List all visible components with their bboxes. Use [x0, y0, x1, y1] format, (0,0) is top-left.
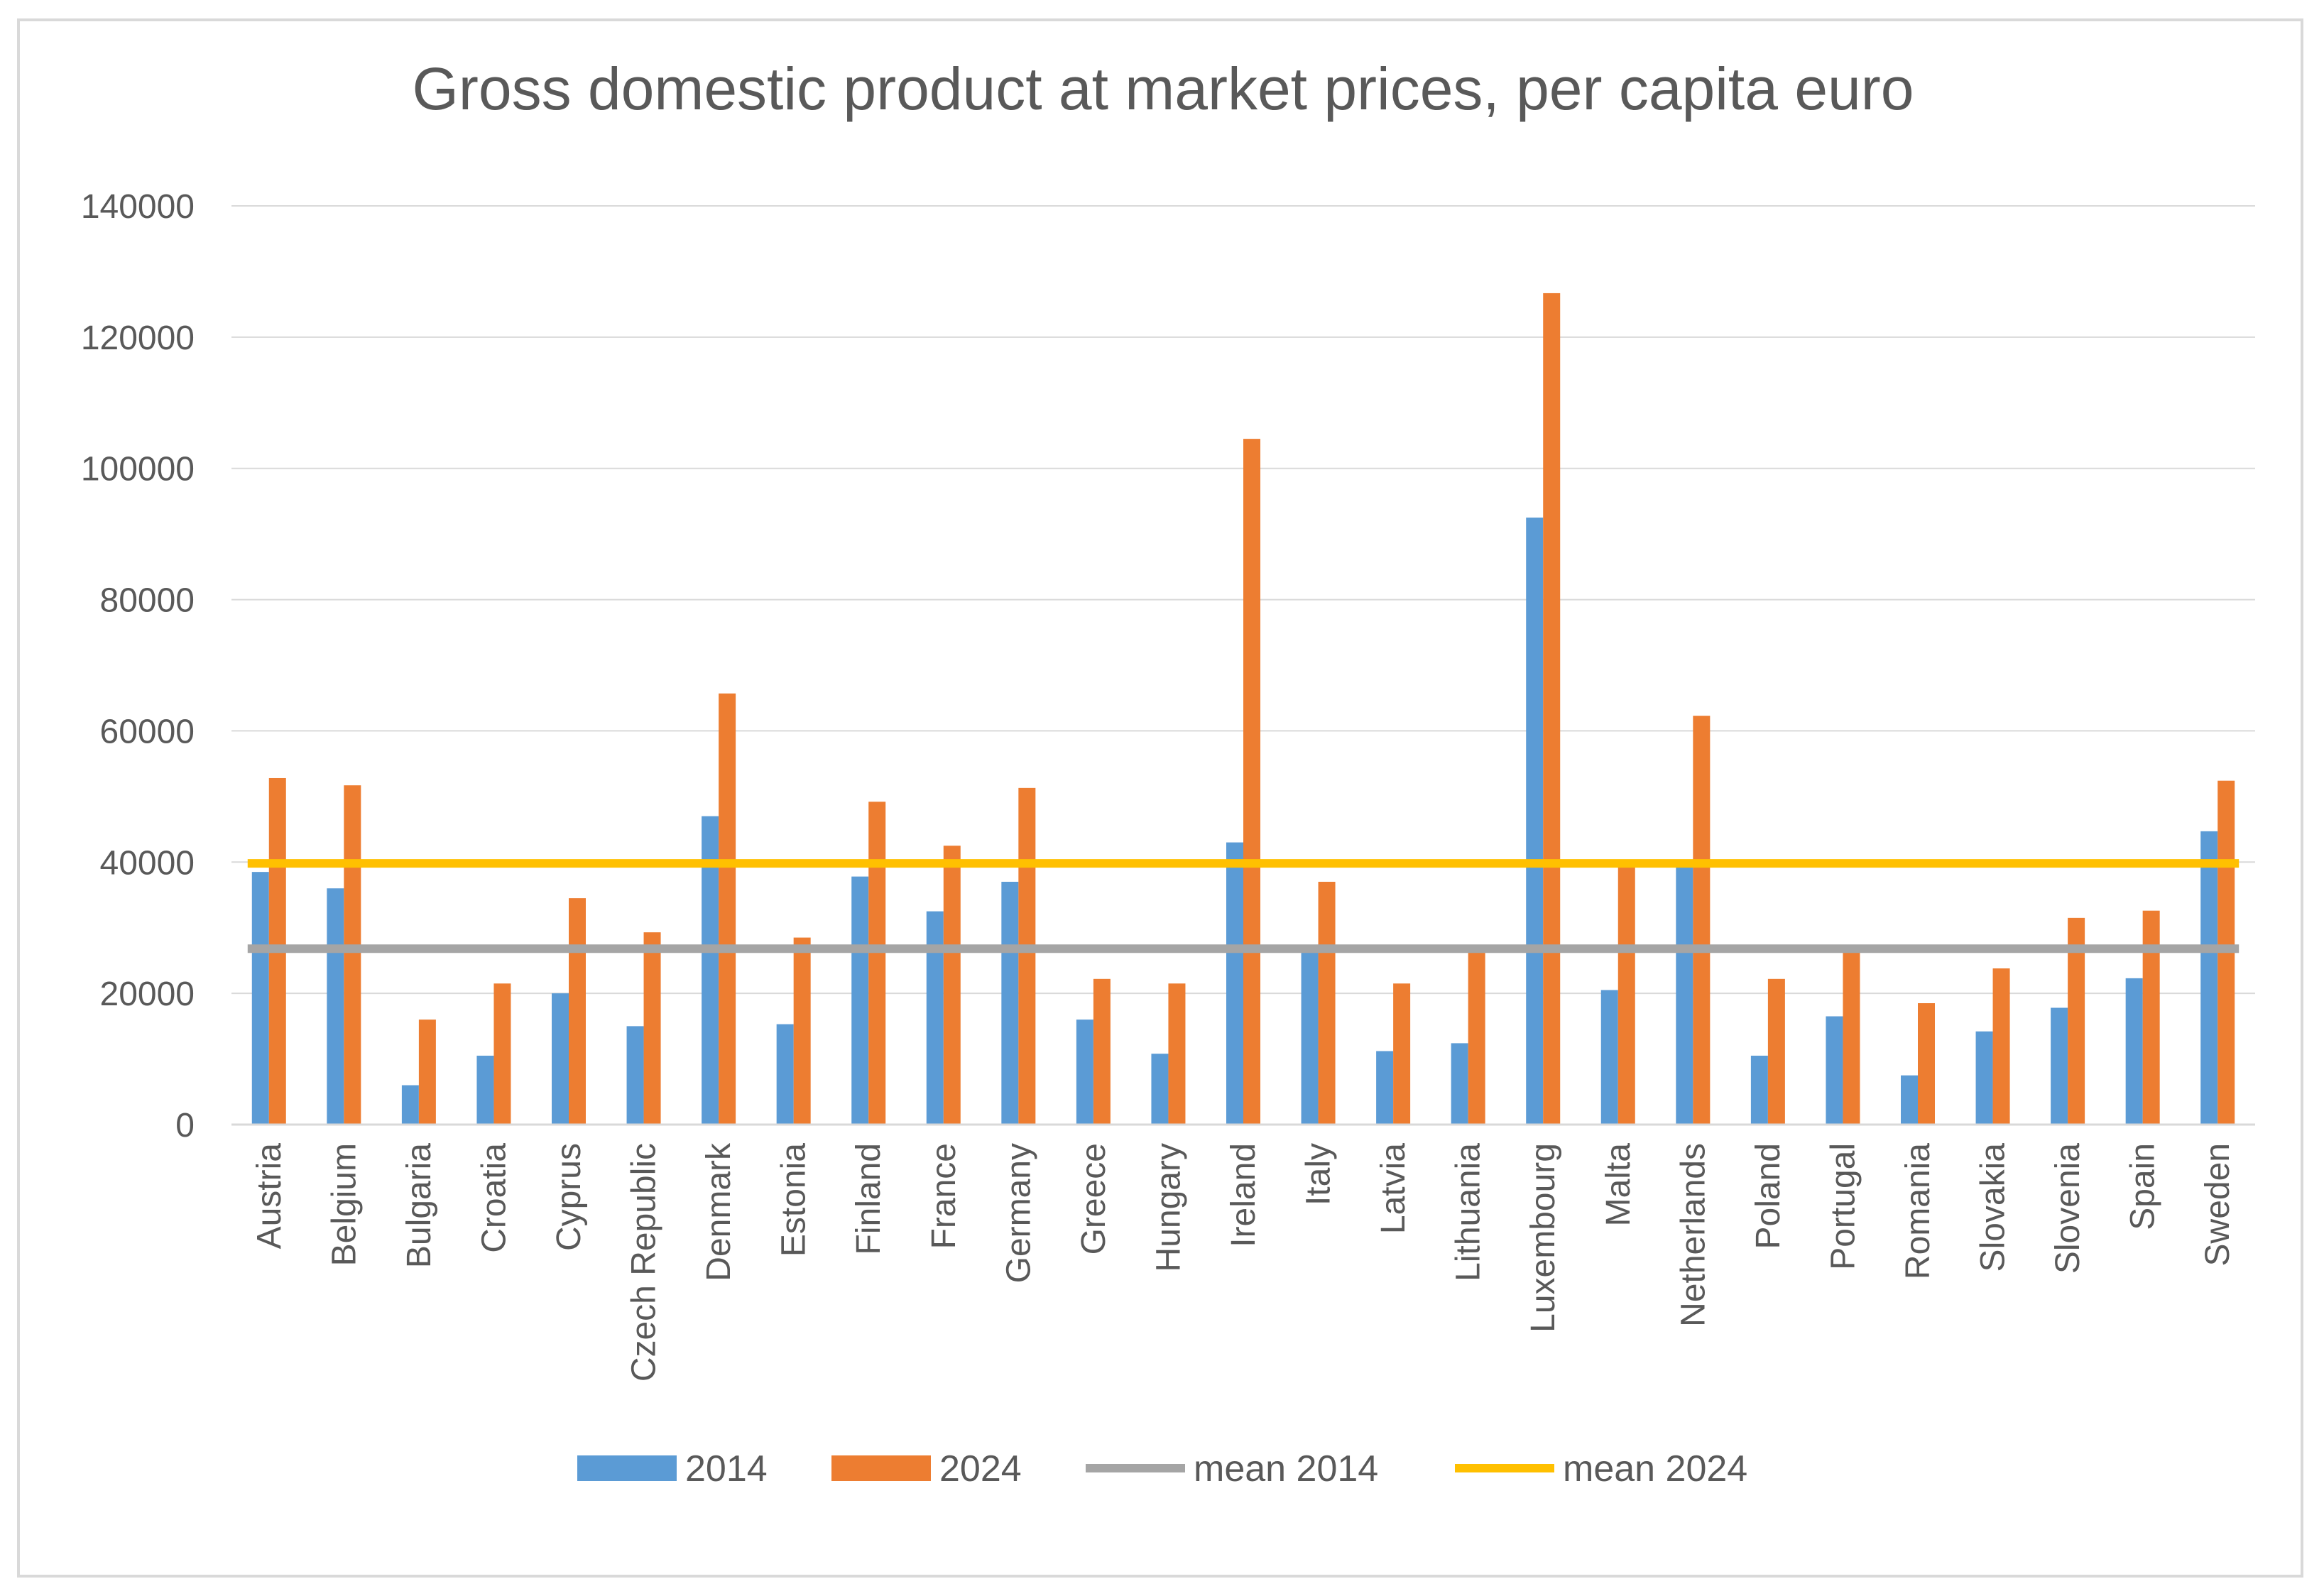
chart-svg: Gross domestic product at market prices,… [81, 55, 2255, 1490]
bar-2014-luxembourg [1526, 518, 1544, 1125]
bar-2014-romania [1901, 1075, 1918, 1125]
bar-2024-italy [1318, 882, 1336, 1125]
bar-2024-lithuania [1468, 952, 1485, 1125]
y-tick-label: 140000 [81, 188, 195, 226]
bar-2024-latvia [1393, 983, 1411, 1125]
bar-2014-ireland [1226, 842, 1243, 1125]
bar-2014-latvia [1376, 1051, 1394, 1125]
bar-2014-belgium [327, 888, 344, 1125]
x-tick-label: Cyprus [550, 1143, 588, 1251]
x-tick-label: Austria [251, 1143, 288, 1250]
legend-swatch-2024 [831, 1455, 931, 1481]
legend-swatch-2014 [577, 1455, 677, 1481]
bar-2014-greece [1076, 1020, 1093, 1125]
bar-2024-netherlands [1693, 716, 1711, 1125]
bar-2014-spain [2125, 978, 2143, 1125]
bar-2014-hungary [1151, 1054, 1169, 1125]
x-tick-label: Belgium [325, 1143, 363, 1266]
bar-2024-cyprus [569, 898, 586, 1125]
x-tick-label: Slovakia [1975, 1143, 2012, 1272]
bar-2024-luxembourg [1543, 293, 1561, 1125]
mean-lines [247, 859, 2240, 953]
x-tick-label: Estonia [775, 1143, 813, 1257]
x-tick-label: Bulgaria [400, 1143, 438, 1268]
x-tick-label: Romania [1899, 1143, 1937, 1279]
bar-2014-slovenia [2051, 1007, 2068, 1125]
legend-label-mean-2014: mean 2014 [1194, 1448, 1378, 1490]
y-tick-label: 60000 [100, 713, 195, 750]
bar-2024-finland [868, 802, 886, 1125]
bar-2014-portugal [1826, 1016, 1843, 1125]
y-axis-ticks: 0 20000 40000 60000 80000 100000 120000 140000 [81, 188, 195, 1144]
y-tick-label: 40000 [100, 844, 195, 882]
x-tick-label: Sweden [2199, 1143, 2237, 1266]
bar-2014-italy [1301, 950, 1319, 1125]
y-tick-label: 120000 [81, 319, 195, 357]
bar-2024-romania [1918, 1003, 1935, 1125]
x-tick-label: Spain [2124, 1143, 2162, 1230]
legend-label-2014: 2014 [685, 1448, 768, 1490]
x-tick-label: Netherlands [1674, 1143, 1712, 1327]
bar-2024-ireland [1243, 439, 1260, 1125]
x-axis-labels: Austria Belgium Bulgaria Croatia Cyprus Czech… [251, 1142, 2237, 1382]
bar-2014-cyprus [552, 993, 569, 1125]
legend: 2014 2024 mean 2014 mean 2024 [577, 1448, 1747, 1490]
bar-2014-germany [1001, 882, 1019, 1125]
bar-2024-belgium [344, 785, 361, 1125]
bar-2024-bulgaria [418, 1020, 436, 1125]
bar-2024-poland [1767, 978, 1785, 1125]
bar-2024-greece [1093, 978, 1111, 1125]
bar-2024-hungary [1168, 983, 1186, 1125]
bar-2014-malta [1600, 990, 1618, 1125]
x-tick-label: Denmark [700, 1142, 738, 1281]
bar-2014-netherlands [1676, 866, 1693, 1125]
x-tick-label: Latvia [1375, 1143, 1412, 1234]
x-tick-label: Czech Republic [626, 1143, 663, 1382]
y-tick-label: 20000 [100, 975, 195, 1013]
bar-2024-estonia [793, 937, 811, 1125]
x-tick-label: Germany [1000, 1143, 1037, 1283]
x-tick-label: Luxembourg [1524, 1143, 1562, 1333]
x-tick-label: Malta [1600, 1143, 1637, 1227]
bar-2024-spain [2142, 910, 2160, 1125]
bar-2014-austria [251, 872, 269, 1125]
bar-2014-bulgaria [401, 1085, 419, 1125]
bar-2024-czech-republic [643, 932, 661, 1125]
x-tick-label: Hungary [1150, 1143, 1187, 1272]
bar-2014-czech-republic [626, 1026, 644, 1125]
x-tick-label: Croatia [475, 1143, 513, 1253]
legend-label-2024: 2024 [939, 1448, 1022, 1490]
x-tick-label: Slovenia [2049, 1143, 2087, 1274]
x-tick-label: Ireland [1225, 1143, 1262, 1247]
x-tick-label: Portugal [1824, 1143, 1862, 1270]
bar-2024-denmark [719, 693, 736, 1125]
x-tick-label: Greece [1075, 1143, 1113, 1255]
bar-2014-finland [851, 876, 869, 1125]
bar-2024-portugal [1843, 951, 1860, 1125]
x-tick-label: Poland [1750, 1143, 1787, 1249]
bar-2014-poland [1750, 1055, 1768, 1125]
y-tick-label: 0 [175, 1107, 195, 1144]
y-tick-label: 80000 [100, 582, 195, 620]
bar-2024-slovakia [1992, 968, 2010, 1125]
x-tick-label: Finland [850, 1143, 888, 1255]
bar-2014-france [926, 911, 944, 1125]
bar-2014-sweden [2200, 831, 2218, 1125]
x-tick-label: Lithuania [1450, 1143, 1488, 1281]
bar-2014-lithuania [1451, 1043, 1468, 1125]
bars [251, 293, 2235, 1125]
chart-frame: Gross domestic product at market prices,… [17, 18, 2303, 1578]
bar-2024-germany [1018, 787, 1036, 1125]
bar-2014-slovakia [1975, 1031, 1993, 1125]
y-tick-label: 100000 [81, 451, 195, 488]
bar-2024-croatia [493, 983, 511, 1125]
bar-2024-france [943, 846, 961, 1125]
bar-2014-estonia [776, 1024, 794, 1125]
x-tick-label: Italy [1300, 1143, 1338, 1206]
legend-label-mean-2024: mean 2024 [1563, 1448, 1747, 1490]
bar-2014-croatia [476, 1055, 494, 1125]
x-tick-label: France [925, 1143, 963, 1249]
chart-title: Gross domestic product at market prices,… [413, 55, 1914, 122]
bar-2024-malta [1617, 864, 1635, 1125]
